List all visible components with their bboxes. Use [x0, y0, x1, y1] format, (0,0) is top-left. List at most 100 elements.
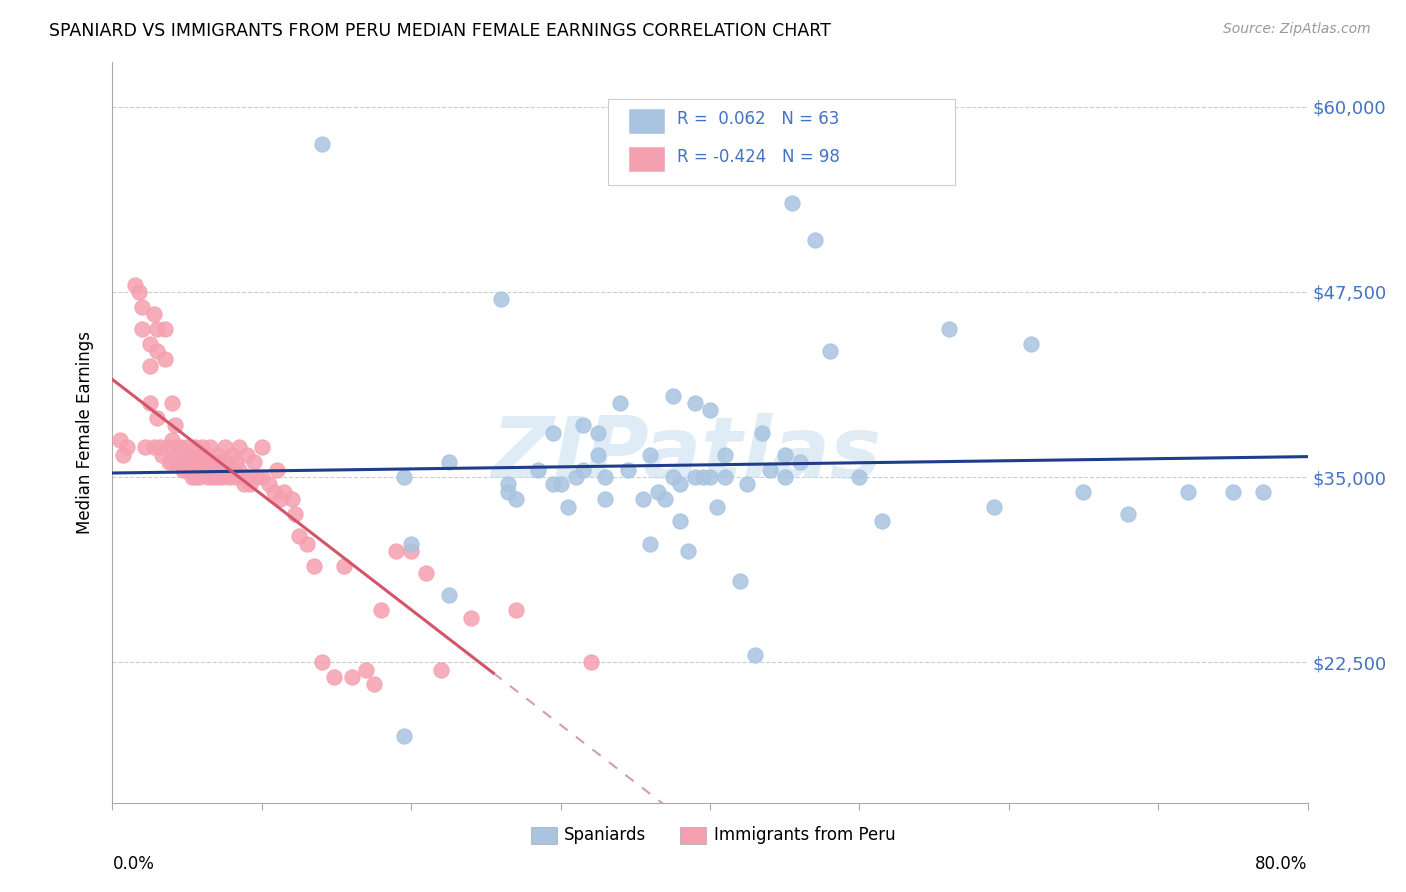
Text: R = -0.424   N = 98: R = -0.424 N = 98 [676, 148, 839, 166]
Point [187, 455, 209, 469]
Text: Source: ZipAtlas.com: Source: ZipAtlas.com [1223, 22, 1371, 37]
Point [108, 433, 131, 447]
Point [1073, 484, 1095, 499]
Point [167, 455, 190, 469]
Text: 80.0%: 80.0% [1256, 855, 1308, 872]
Text: Immigrants from Peru: Immigrants from Peru [714, 826, 896, 845]
Point [683, 396, 706, 410]
Point [221, 462, 243, 476]
Point [322, 670, 344, 684]
Point [139, 336, 162, 351]
Point [236, 448, 259, 462]
Point [172, 462, 194, 476]
Point [647, 484, 669, 499]
Text: SPANIARD VS IMMIGRANTS FROM PERU MEDIAN FEMALE EARNINGS CORRELATION CHART: SPANIARD VS IMMIGRANTS FROM PERU MEDIAN … [49, 22, 831, 40]
Point [183, 470, 205, 484]
Point [333, 558, 356, 573]
Point [201, 470, 224, 484]
Point [714, 470, 737, 484]
Point [250, 470, 273, 484]
FancyBboxPatch shape [609, 99, 955, 185]
Point [153, 351, 176, 366]
Point [139, 396, 162, 410]
Point [239, 477, 262, 491]
Point [550, 477, 572, 491]
Point [231, 470, 253, 484]
Text: 0.0%: 0.0% [112, 855, 155, 872]
Point [243, 455, 266, 469]
Point [1118, 507, 1140, 521]
Point [266, 462, 288, 476]
Point [1177, 484, 1199, 499]
FancyBboxPatch shape [681, 827, 706, 844]
FancyBboxPatch shape [628, 147, 665, 172]
Text: ZIPatlas: ZIPatlas [491, 413, 882, 496]
Point [111, 448, 134, 462]
Point [572, 462, 595, 476]
Point [311, 136, 333, 151]
Point [139, 359, 162, 373]
Point [848, 470, 870, 484]
Point [699, 470, 721, 484]
Point [214, 455, 236, 469]
FancyBboxPatch shape [628, 109, 665, 135]
Point [572, 418, 595, 433]
Point [183, 441, 205, 455]
Point [131, 322, 153, 336]
Point [162, 455, 183, 469]
Point [938, 322, 960, 336]
Point [263, 484, 285, 499]
Point [311, 655, 333, 669]
Point [773, 448, 796, 462]
Point [595, 470, 617, 484]
Point [225, 455, 247, 469]
Point [198, 455, 221, 469]
Point [780, 196, 803, 211]
Point [176, 462, 198, 476]
Point [205, 455, 228, 469]
Point [631, 492, 654, 507]
Point [165, 418, 187, 433]
Point [228, 441, 250, 455]
Point [676, 544, 699, 558]
Point [789, 455, 811, 469]
Point [818, 344, 841, 359]
Point [983, 500, 1005, 514]
Point [209, 455, 232, 469]
Point [586, 448, 609, 462]
Point [527, 462, 550, 476]
Point [236, 470, 259, 484]
Point [288, 529, 311, 543]
Point [124, 277, 146, 292]
Point [131, 300, 153, 314]
Point [498, 484, 520, 499]
Point [259, 477, 281, 491]
Point [198, 441, 221, 455]
Point [430, 663, 453, 677]
Point [541, 425, 564, 440]
Point [363, 677, 385, 691]
Point [737, 477, 759, 491]
Point [617, 462, 640, 476]
Point [654, 492, 676, 507]
Point [173, 455, 195, 469]
Point [579, 655, 602, 669]
Point [217, 462, 239, 476]
Point [437, 455, 460, 469]
Point [595, 492, 617, 507]
Point [401, 544, 423, 558]
Point [146, 410, 169, 425]
Point [437, 589, 460, 603]
Point [221, 448, 243, 462]
Point [166, 441, 188, 455]
Point [169, 441, 191, 455]
Point [401, 536, 423, 550]
Point [1251, 484, 1274, 499]
Point [146, 322, 169, 336]
Point [180, 470, 202, 484]
Y-axis label: Median Female Earnings: Median Female Earnings [76, 331, 94, 534]
Point [803, 233, 825, 247]
Point [669, 515, 692, 529]
Point [269, 492, 291, 507]
Point [564, 470, 586, 484]
